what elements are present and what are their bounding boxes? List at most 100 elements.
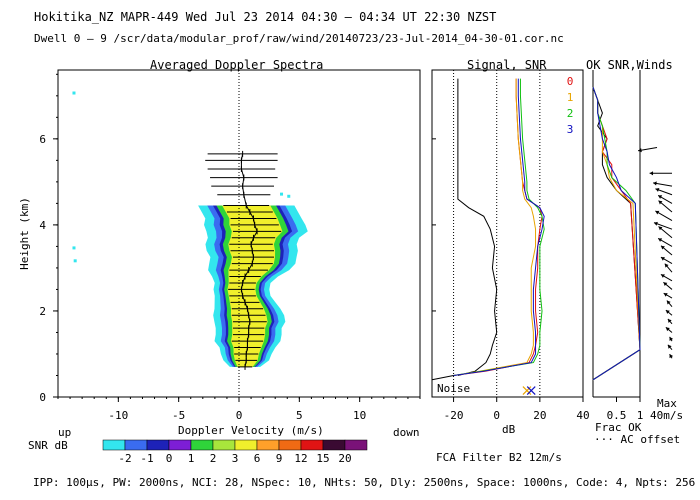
wind-arrowhead bbox=[663, 282, 668, 287]
colorbar-swatch bbox=[124, 439, 148, 451]
wind-arrowhead bbox=[665, 327, 670, 332]
wind-arrowhead bbox=[658, 238, 663, 242]
colorbar-tick-label: 6 bbox=[254, 452, 261, 465]
wind-arrowhead bbox=[660, 257, 665, 261]
y-tick-label: 6 bbox=[39, 133, 46, 146]
wind-arrowhead bbox=[663, 293, 668, 297]
spectra-title: Averaged Doppler Spectra bbox=[150, 58, 324, 72]
signal-xlabel: dB bbox=[502, 423, 516, 436]
wind-arrowhead bbox=[658, 195, 663, 199]
colorbar-swatch bbox=[146, 439, 170, 451]
colorbar-tick-label: -1 bbox=[140, 452, 153, 465]
max-label: Max bbox=[657, 397, 677, 410]
wind-arrowhead bbox=[660, 274, 665, 278]
colorbar-swatch bbox=[344, 439, 368, 451]
frac-ok-series-0 bbox=[592, 87, 641, 381]
ac-offset-label: ··· AC offset bbox=[594, 433, 681, 446]
signal-series-3 bbox=[453, 78, 545, 376]
down-label: down bbox=[393, 426, 420, 439]
colorbar-tick-label: -2 bbox=[118, 452, 131, 465]
signal-series-ref bbox=[457, 78, 498, 376]
wind-arrowhead bbox=[666, 300, 671, 305]
legend-entry-3: 3 bbox=[567, 123, 574, 136]
colorbar-label: SNR dB bbox=[28, 439, 68, 452]
signal-series-1 bbox=[453, 78, 537, 376]
x-tick-label: -10 bbox=[108, 409, 128, 422]
x-tick-label: 10 bbox=[353, 409, 366, 422]
wind-arrowhead bbox=[655, 187, 660, 192]
colorbar-swatch bbox=[256, 439, 280, 451]
legend-entry-1: 1 bbox=[567, 91, 574, 104]
signal-x-tick-label: 0 bbox=[493, 409, 500, 422]
colorbar-swatch bbox=[190, 439, 214, 451]
noise-label: Noise bbox=[437, 382, 471, 395]
colorbar-tick-label: 2 bbox=[210, 452, 217, 465]
noise-marker-3 bbox=[526, 386, 536, 395]
spectra-xlabel: Doppler Velocity (m/s) bbox=[178, 424, 324, 437]
wind-arrowhead bbox=[638, 148, 642, 153]
up-label: up bbox=[58, 426, 72, 439]
legend-entry-2: 2 bbox=[567, 107, 574, 120]
profile-mean-line bbox=[240, 153, 258, 367]
wind-arrowhead bbox=[653, 181, 657, 186]
frac-x-tick-label: 1 bbox=[637, 409, 644, 422]
colorbar-tick-label: 9 bbox=[276, 452, 283, 465]
colorbar-swatch bbox=[234, 439, 258, 451]
wind-arrowhead bbox=[658, 200, 663, 205]
x-tick-label: 0 bbox=[236, 409, 243, 422]
signal-x-tick-label: -20 bbox=[444, 409, 464, 422]
colorbar-swatch bbox=[322, 439, 346, 451]
snr-speckle bbox=[287, 194, 291, 198]
signal-x-tick-label: 20 bbox=[533, 409, 546, 422]
wind-arrowhead bbox=[667, 344, 672, 349]
footer-params: IPP: 100µs, PW: 2000ns, NCI: 28, NSpec: … bbox=[33, 476, 696, 489]
wind-arrowhead bbox=[655, 210, 660, 215]
colorbar-tick-label: 15 bbox=[316, 452, 329, 465]
header-title: Hokitika_NZ MAPR-449 Wed Jul 23 2014 04:… bbox=[34, 10, 497, 24]
signal-series-0 bbox=[453, 78, 543, 376]
wind-arrowhead bbox=[665, 310, 670, 314]
frac-ok-label: Frac OK bbox=[595, 421, 642, 434]
snr-speckle bbox=[73, 259, 77, 263]
x-tick-label: 5 bbox=[296, 409, 303, 422]
colorbar-tick-label: 20 bbox=[338, 452, 351, 465]
wind-arrowhead bbox=[653, 221, 658, 226]
y-tick-label: 4 bbox=[39, 219, 46, 232]
x-tick-label: -5 bbox=[172, 409, 185, 422]
wind-arrowhead bbox=[669, 336, 674, 341]
snr-speckle bbox=[72, 91, 76, 95]
header-dwell: Dwell 0 — 9 /scr/data/modular_prof/raw/w… bbox=[34, 32, 564, 45]
colorbar-swatch bbox=[168, 439, 192, 451]
colorbar-tick-label: 12 bbox=[294, 452, 307, 465]
y-axis-label: Height (km) bbox=[18, 197, 31, 270]
y-tick-label: 0 bbox=[39, 391, 46, 404]
winds-title: OK SNR,Winds bbox=[586, 58, 673, 72]
snr-speckle bbox=[72, 246, 76, 250]
wind-arrowhead bbox=[649, 171, 654, 176]
y-tick-label: 2 bbox=[39, 305, 46, 318]
colorbar-tick-label: 3 bbox=[232, 452, 239, 465]
wind-arrowhead bbox=[669, 354, 674, 359]
colorbar-swatch bbox=[212, 439, 236, 451]
colorbar-tick-label: 1 bbox=[188, 452, 195, 465]
colorbar-swatch bbox=[102, 439, 126, 451]
signal-frame bbox=[431, 69, 584, 398]
colorbar-swatch bbox=[300, 439, 324, 451]
signal-series-2 bbox=[453, 78, 545, 376]
wind-arrowhead bbox=[660, 245, 665, 250]
signal-x-tick-label: 40 bbox=[576, 409, 589, 422]
snr-band-yellow bbox=[222, 205, 283, 367]
frac-x-tick-label: 0.5 bbox=[607, 409, 627, 422]
legend-entry-0: 0 bbox=[567, 75, 574, 88]
frac-ok-series-3 bbox=[592, 87, 641, 381]
snr-speckle bbox=[280, 192, 284, 196]
colorbar-tick-label: 0 bbox=[166, 452, 173, 465]
max-value: 40m/s bbox=[650, 409, 684, 422]
wind-arrowhead bbox=[658, 226, 663, 231]
wind-arrowhead bbox=[667, 318, 672, 323]
wind-arrowhead bbox=[664, 263, 669, 268]
noise-marker-1 bbox=[522, 386, 532, 395]
colorbar-swatch bbox=[278, 439, 302, 451]
